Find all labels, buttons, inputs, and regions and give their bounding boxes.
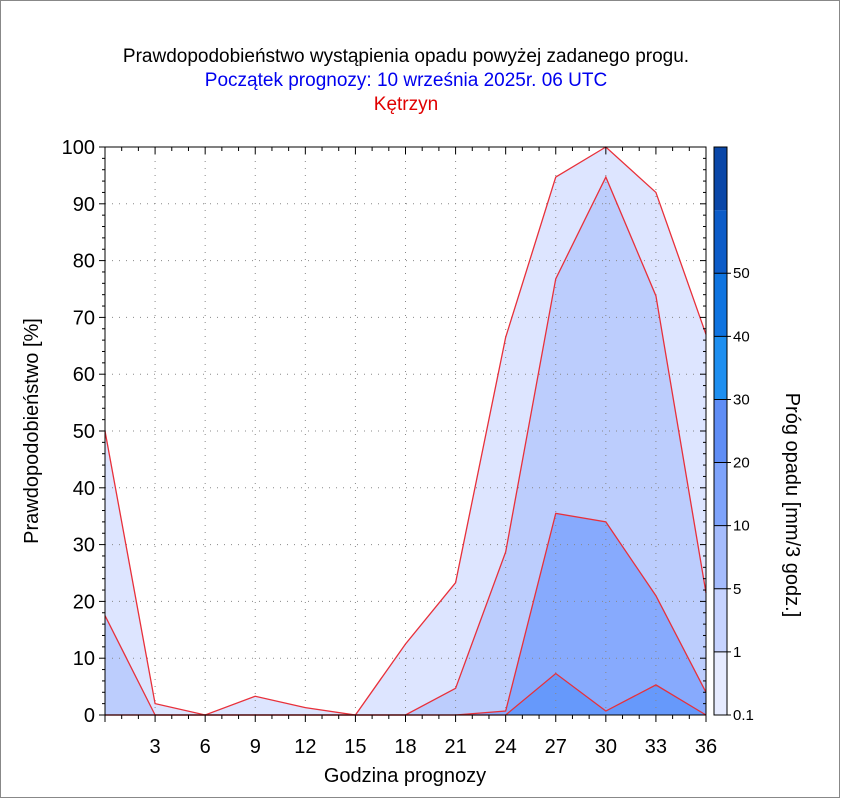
x-tick-label: 21 [444,736,466,758]
x-tick-label: 36 [695,736,717,758]
x-tick-label: 18 [394,736,416,758]
colorbar-segment-3 [714,462,727,526]
x-tick-label: 3 [150,736,161,758]
y-tick-label: 40 [73,478,95,500]
chart-location: Kętrzyn [374,94,438,115]
x-axis-label: Godzina prognozy [324,765,486,787]
colorbar-segment-4 [714,399,727,463]
x-tick-label: 15 [344,736,366,758]
y-axis-label: Prawdopodobieństwo [%] [21,318,43,544]
colorbar-label: Próg opadu [mm/3 godz.] [781,393,803,618]
y-tick-label: 80 [73,251,95,273]
x-tick-label: 6 [200,736,211,758]
colorbar-segment-7 [714,210,727,274]
y-tick-label: 50 [73,421,95,443]
x-tick-label: 12 [294,736,316,758]
chart-title: Prawdopodobieństwo wystąpienia opadu pow… [123,46,689,67]
y-tick-label: 0 [84,705,95,727]
colorbar-segment-8 [714,147,727,211]
y-tick-label: 60 [73,364,95,386]
y-tick-label: 70 [73,307,95,329]
colorbar-segment-5 [714,336,727,400]
colorbar-tick-label: 5 [733,581,741,598]
y-tick-label: 20 [73,591,95,613]
colorbar-tick-label: 1 [733,644,741,661]
y-tick-label: 30 [73,535,95,557]
x-tick-label: 9 [250,736,261,758]
colorbar-tick-label: 20 [733,455,750,472]
x-tick-label: 24 [495,736,517,758]
colorbar-segment-2 [714,525,727,589]
colorbar: 0.1 1 5 10 20 30 40 50 [713,146,754,724]
area-series-2 [105,513,706,715]
y-tick-label: 10 [73,648,95,670]
chart-subtitle: Początek prognozy: 10 września 2025r. 06… [205,70,607,91]
y-tick-label: 100 [62,137,95,159]
x-tick-label: 30 [595,736,617,758]
colorbar-tick-label: 40 [733,328,750,345]
colorbar-tick-label: 10 [733,518,750,535]
colorbar-tick-label: 30 [733,391,750,408]
colorbar-tick-label: 50 [733,265,750,282]
y-tick-label: 90 [73,194,95,216]
x-tick-label: 33 [645,736,667,758]
colorbar-segment-0 [714,651,727,715]
colorbar-tick-label: 0.1 [733,707,754,724]
x-tick-label: 27 [545,736,567,758]
area-series-3 [105,673,706,715]
colorbar-segment-1 [714,588,727,652]
colorbar-segment-6 [714,273,727,337]
